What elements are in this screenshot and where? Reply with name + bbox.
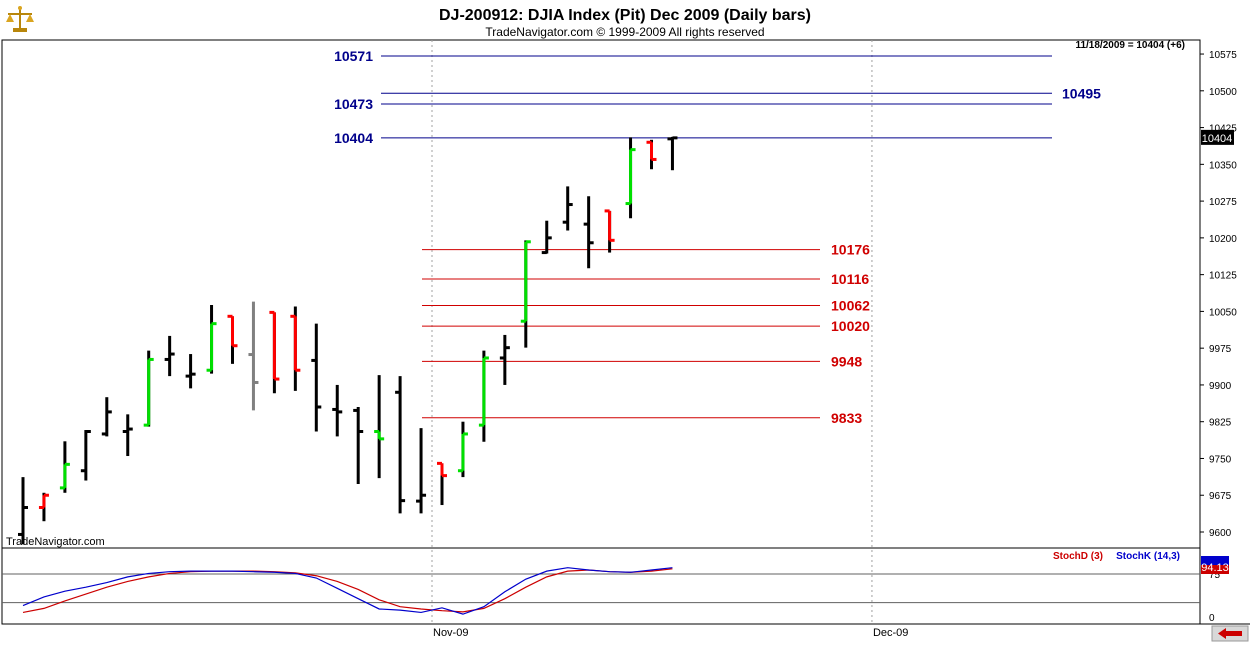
ohlc-bar-17 bbox=[374, 375, 385, 479]
y-tick-10275: 10275 bbox=[1209, 197, 1237, 208]
ohlc-bar-10 bbox=[227, 314, 238, 364]
ohlc-bar-4 bbox=[101, 397, 112, 437]
y-tick-9825: 9825 bbox=[1209, 418, 1232, 429]
level-label-9833: 9833 bbox=[831, 410, 862, 426]
ohlc-bar-21 bbox=[457, 421, 468, 478]
stoch-y-tick-75: 75 bbox=[1209, 570, 1221, 581]
price-tag-value: 10404 bbox=[1202, 133, 1233, 145]
y-tick-10575: 10575 bbox=[1209, 50, 1237, 61]
watermark: TradeNavigator.com bbox=[6, 536, 105, 548]
ohlc-bar-11 bbox=[248, 301, 259, 411]
y-tick-10425: 10425 bbox=[1209, 124, 1237, 135]
price-panel bbox=[1, 39, 1201, 549]
y-tick-9675: 9675 bbox=[1209, 491, 1232, 502]
ohlc-bar-18 bbox=[395, 376, 406, 514]
ohlc-bar-14 bbox=[311, 323, 322, 432]
stoch-value-tag: 94.13 bbox=[1201, 556, 1229, 574]
ohlc-bar-22 bbox=[478, 350, 489, 442]
ohlc-bar-30 bbox=[646, 139, 657, 170]
stoch-value: 94.13 bbox=[1201, 562, 1229, 574]
ohlc-bar-1 bbox=[38, 492, 49, 522]
ohlc-bar-27 bbox=[583, 196, 594, 269]
ohlc-bar-19 bbox=[416, 428, 427, 514]
ohlc-bar-29 bbox=[625, 137, 636, 219]
y-tick-10125: 10125 bbox=[1209, 271, 1237, 282]
ohlc-bar-25 bbox=[541, 220, 552, 255]
ohlc-bar-24 bbox=[520, 240, 531, 348]
legend-stochk: StochK (14,3) bbox=[1116, 551, 1180, 562]
stoch-series-0 bbox=[22, 568, 673, 614]
y-tick-9900: 9900 bbox=[1209, 381, 1232, 392]
ohlc-bar-20 bbox=[437, 461, 447, 506]
x-tick-Nov-09: Nov-09 bbox=[433, 627, 468, 639]
y-tick-10200: 10200 bbox=[1209, 234, 1237, 245]
ohlc-bar-8 bbox=[185, 354, 196, 389]
ohlc-bar-15 bbox=[332, 384, 343, 437]
ohlc-bar-7 bbox=[164, 335, 175, 377]
ohlc-bar-9 bbox=[206, 305, 217, 374]
level-label-10116: 10116 bbox=[831, 271, 869, 287]
stoch-y-tick-0: 0 bbox=[1209, 613, 1215, 624]
ohlc-bar-31 bbox=[667, 136, 678, 171]
level-label-10020: 10020 bbox=[831, 318, 870, 334]
level-label-10176: 10176 bbox=[831, 242, 870, 258]
y-tick-10050: 10050 bbox=[1209, 307, 1237, 318]
y-tick-10500: 10500 bbox=[1209, 87, 1237, 98]
y-tick-9975: 9975 bbox=[1209, 344, 1232, 355]
ohlc-bar-3 bbox=[80, 430, 91, 481]
scales-icon bbox=[4, 4, 36, 34]
level-label-10062: 10062 bbox=[831, 298, 870, 314]
ohlc-bar-16 bbox=[353, 406, 364, 484]
last-value-label: 11/18/2009 = 10404 (+6) bbox=[1075, 40, 1185, 51]
level-label-10571: 10571 bbox=[334, 48, 373, 64]
y-tick-9750: 9750 bbox=[1209, 454, 1232, 465]
ohlc-bar-28 bbox=[604, 209, 615, 253]
stoch-panel bbox=[1, 547, 1201, 625]
x-tick-Dec-09: Dec-09 bbox=[873, 627, 908, 639]
legend-stochd: StochD (3) bbox=[1053, 551, 1103, 562]
price-tag: 10404 bbox=[1201, 129, 1234, 145]
ohlc-bar-5 bbox=[122, 414, 133, 457]
y-tick-9600: 9600 bbox=[1209, 528, 1232, 539]
chart-title: DJ-200912: DJIA Index (Pit) Dec 2009 (Da… bbox=[439, 7, 811, 24]
ohlc-bar-26 bbox=[562, 186, 573, 231]
stoch-series-1 bbox=[22, 567, 673, 615]
chart-subtitle: TradeNavigator.com © 1999-2009 All right… bbox=[485, 25, 764, 39]
ohlc-bar-13 bbox=[290, 306, 301, 391]
left-arrow-icon[interactable] bbox=[1211, 625, 1249, 642]
ohlc-bar-6 bbox=[143, 350, 154, 427]
ohlc-bar-0 bbox=[18, 477, 28, 545]
ohlc-bar-2 bbox=[59, 441, 70, 493]
level-label-9948: 9948 bbox=[831, 353, 862, 369]
ohlc-bar-23 bbox=[499, 334, 510, 385]
y-tick-10350: 10350 bbox=[1209, 160, 1237, 171]
level-label-10404: 10404 bbox=[334, 130, 373, 146]
ohlc-bar-12 bbox=[269, 310, 280, 394]
level-label-10495: 10495 bbox=[1062, 85, 1101, 101]
level-label-10473: 10473 bbox=[334, 96, 373, 112]
